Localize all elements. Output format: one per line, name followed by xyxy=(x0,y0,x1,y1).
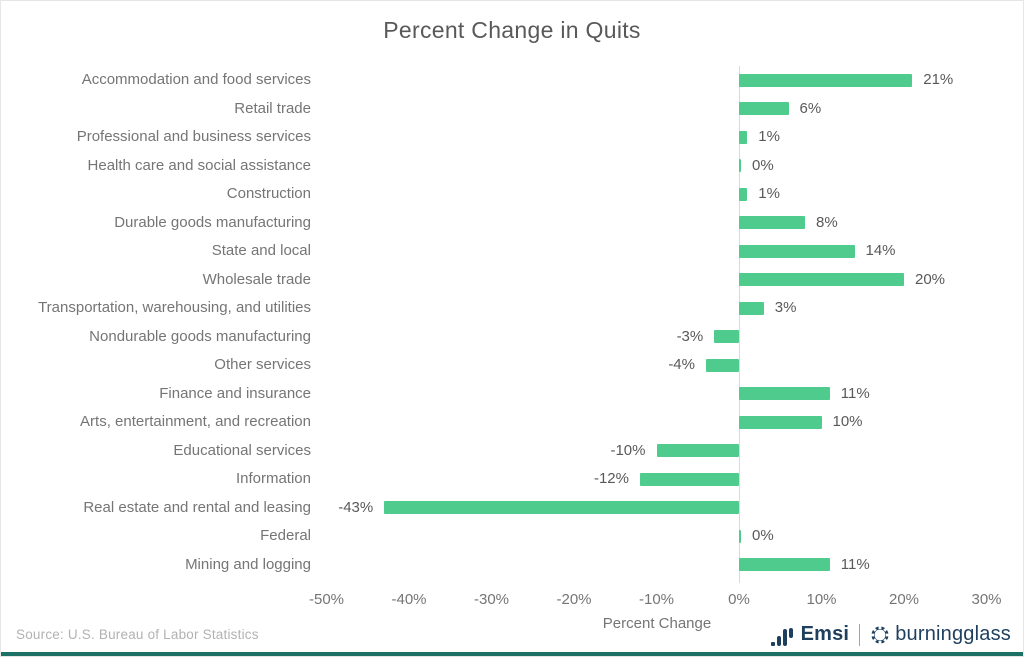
bar xyxy=(739,387,830,401)
category-label: Information xyxy=(235,470,311,487)
x-tick: -50% xyxy=(308,591,345,608)
value-label: 8% xyxy=(816,213,838,231)
value-label: 20% xyxy=(915,270,946,288)
category-label: Accommodation and food services xyxy=(81,71,311,88)
bar xyxy=(706,358,739,372)
category-label: Wholesale trade xyxy=(202,270,311,288)
category-label: Mining and logging xyxy=(185,555,311,573)
burningglass-logo: burningglass xyxy=(870,623,1011,646)
bar xyxy=(384,501,739,515)
bar xyxy=(739,415,822,429)
value-label: 11% xyxy=(840,555,870,573)
value-label: -12% xyxy=(593,470,629,487)
value-label: 0% xyxy=(752,527,774,544)
bar xyxy=(714,330,739,344)
category-label: Health care and social assistance xyxy=(87,156,311,174)
bar xyxy=(739,216,805,230)
bar xyxy=(640,472,739,486)
bar xyxy=(739,529,741,543)
bar xyxy=(739,102,789,116)
category-label: Arts, entertainment, and recreation xyxy=(80,413,311,430)
x-tick: -30% xyxy=(473,591,510,608)
value-label: 0% xyxy=(752,156,774,174)
bar xyxy=(739,73,913,87)
x-tick: 20% xyxy=(888,591,920,608)
category-label: Federal xyxy=(260,527,311,544)
bar xyxy=(739,244,855,258)
bar xyxy=(739,159,741,173)
x-tick: 30% xyxy=(971,591,1002,608)
value-label: -4% xyxy=(668,356,695,373)
bottom-brand-strip xyxy=(1,652,1023,656)
value-label: 21% xyxy=(923,71,954,88)
category-label: Durable goods manufacturing xyxy=(114,213,311,231)
value-label: -3% xyxy=(676,327,704,345)
value-label: 1% xyxy=(758,128,780,145)
zero-axis-line xyxy=(739,66,740,583)
bar xyxy=(739,130,748,144)
value-label: -43% xyxy=(338,498,374,516)
x-tick: -40% xyxy=(391,591,427,608)
emsi-logo: Emsi xyxy=(770,623,850,646)
category-label: State and local xyxy=(211,242,311,259)
category-label: Real estate and rental and leasing xyxy=(83,498,311,516)
category-label: Nondurable goods manufacturing xyxy=(89,327,311,345)
bar xyxy=(739,301,764,315)
brand-footer: Emsi burningglass xyxy=(770,623,1011,646)
source-note: Source: U.S. Bureau of Labor Statistics xyxy=(16,627,259,642)
category-label: Other services xyxy=(214,356,311,373)
x-tick: 10% xyxy=(806,591,837,608)
bar xyxy=(739,187,748,201)
value-label: 3% xyxy=(774,299,797,316)
value-label: 14% xyxy=(865,242,896,259)
bar xyxy=(656,444,739,458)
emsi-logo-text: Emsi xyxy=(800,623,850,645)
x-tick: -20% xyxy=(556,591,592,608)
category-label: Educational services xyxy=(173,441,311,459)
category-label: Finance and insurance xyxy=(159,384,311,402)
value-label: 11% xyxy=(840,384,870,402)
x-tick: -10% xyxy=(638,591,675,608)
bar xyxy=(739,558,830,572)
category-label: Transportation, warehousing, and utiliti… xyxy=(38,299,311,316)
burningglass-logo-text: burningglass xyxy=(895,623,1011,645)
burningglass-gear-icon xyxy=(870,624,891,645)
logo-separator xyxy=(859,623,861,646)
category-label: Professional and business services xyxy=(76,128,311,145)
category-label: Retail trade xyxy=(234,99,311,117)
x-tick: 0% xyxy=(728,591,750,608)
value-label: 10% xyxy=(832,413,863,430)
category-label: Construction xyxy=(226,185,311,202)
value-label: 6% xyxy=(799,99,822,117)
chart-title: Percent Change in Quits xyxy=(383,17,641,43)
bar xyxy=(739,273,904,287)
value-label: 1% xyxy=(758,185,780,202)
emsi-bars-icon xyxy=(770,628,797,646)
x-axis-label: Percent Change xyxy=(602,615,712,632)
value-label: -10% xyxy=(610,441,646,459)
